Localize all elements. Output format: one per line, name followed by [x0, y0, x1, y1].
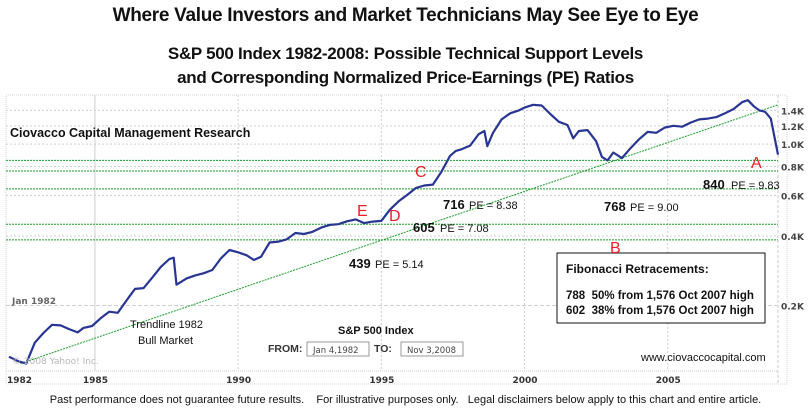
- price-label-716: 716: [443, 197, 465, 212]
- to-date-field[interactable]: [400, 341, 464, 357]
- from-label: FROM:: [268, 343, 302, 355]
- pe-label-439: PE = 5.14: [375, 259, 424, 271]
- y-tick-label: 1.0K: [781, 141, 805, 151]
- index-name-label: S&P 500 Index: [338, 325, 414, 337]
- footer-disclaimer: Past performance does not guarantee futu…: [49, 394, 762, 406]
- watermark-text: Ciovacco Capital Management Research: [10, 126, 250, 140]
- y-tick-label: 0.4K: [781, 233, 805, 243]
- marker-a: A: [751, 155, 762, 172]
- x-tick-label: 2005: [656, 376, 681, 386]
- fibonacci-row: 602 38% from 1,576 Oct 2007 high: [566, 305, 754, 317]
- price-label-439: 439: [349, 256, 371, 271]
- pe-label-605: PE = 7.08: [440, 223, 489, 235]
- fibonacci-box: Fibonacci Retracements: 788 50% from 1,5…: [556, 252, 766, 324]
- pe-label-840: PE = 9.83: [731, 180, 780, 192]
- x-tick-labels: 1982 1985 1990 1995 2000 2005: [7, 376, 681, 386]
- chart-subtitle: S&P 500 Index 1982-2008: Possible Techni…: [0, 42, 811, 90]
- marker-e: E: [357, 203, 368, 220]
- support-lines: [6, 159, 778, 241]
- price-label-768: 768: [604, 199, 626, 214]
- x-tick-label: 1985: [83, 376, 108, 386]
- y-tick-label: 1.2K: [781, 123, 805, 133]
- y-tick-label: 0.6K: [781, 192, 805, 202]
- subtitle-line-1: S&P 500 Index 1982-2008: Possible Techni…: [167, 44, 644, 63]
- plot-frame: [5, 94, 788, 385]
- marker-d: D: [389, 208, 401, 225]
- copyright-text: © 2008 Yahoo! Inc.: [12, 357, 99, 367]
- website-text: www.ciovaccocapital.com: [640, 352, 766, 364]
- trendline-group: [20, 104, 779, 365]
- support-label-b: B 768 PE = 9.00: [604, 199, 679, 257]
- sp500-price-line: [8, 99, 780, 365]
- to-date-value: Nov 3,2008: [407, 346, 456, 356]
- x-tick-label: 1990: [226, 376, 251, 386]
- trendline-label-2: Bull Market: [138, 335, 193, 347]
- support-label-e: E 439 PE = 5.14: [349, 203, 424, 271]
- support-label-d: D 605 PE = 7.08: [389, 208, 489, 235]
- fibonacci-row: 788 50% from 1,576 Oct 2007 high: [566, 290, 754, 302]
- chart-title: Where Value Investors and Market Technic…: [112, 5, 699, 26]
- marker-c: C: [415, 164, 427, 181]
- trendline-label-1: Trendline 1982: [130, 319, 203, 331]
- support-label-c: C 716 PE = 8.38: [415, 164, 518, 212]
- fibonacci-title: Fibonacci Retracements:: [566, 262, 709, 276]
- from-date-field[interactable]: [306, 341, 370, 357]
- fibonacci-box-frame: [556, 252, 766, 324]
- trendline: [20, 104, 779, 365]
- to-label: TO:: [374, 343, 392, 355]
- pe-label-768: PE = 9.00: [630, 202, 679, 214]
- x-tick-label: 2000: [513, 376, 538, 386]
- y-tick-label: 0.8K: [781, 164, 805, 174]
- x-tick-label: 1982: [7, 376, 32, 386]
- y-tick-labels: 0.2K 0.4K 0.6K 0.8K 1.0K 1.2K 1.4K: [781, 107, 805, 312]
- y-tick-label: 0.2K: [781, 303, 805, 313]
- price-label-840: 840: [703, 177, 725, 192]
- jan-1982-label: Jan 1982: [11, 297, 56, 307]
- price-label-605: 605: [413, 220, 435, 235]
- y-tick-label: 1.4K: [781, 107, 805, 117]
- marker-b: B: [610, 240, 621, 257]
- x-tick-label: 1995: [369, 376, 394, 386]
- pe-label-716: PE = 8.38: [469, 200, 518, 212]
- support-label-a: A 840 PE = 9.83: [703, 155, 780, 192]
- from-date-value: Jan 4,1982: [312, 346, 359, 356]
- subtitle-line-2: and Corresponding Normalized Price-Earni…: [177, 68, 634, 87]
